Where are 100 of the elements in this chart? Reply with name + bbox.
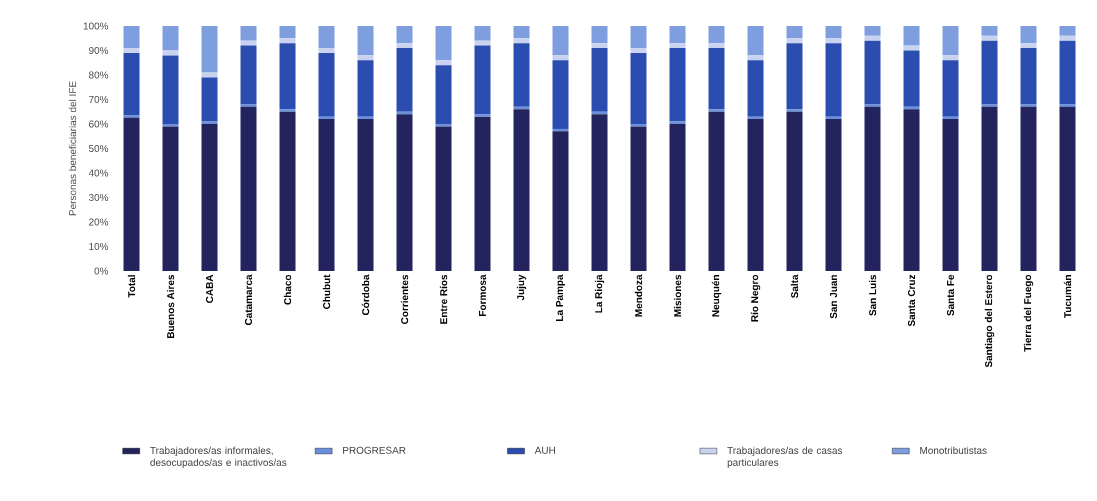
bar [786, 25, 803, 39]
legend-label: Trabajadores/as de casas particulares [727, 446, 843, 468]
x-tick-label: Santa Cruz [907, 274, 916, 327]
bar [279, 43, 296, 110]
x-tick-label: Tucumán [1063, 275, 1072, 318]
x-tick-label: Corrientes [400, 274, 409, 324]
bar [123, 117, 140, 271]
bar [123, 115, 140, 118]
bar [474, 25, 491, 41]
y-tick-label: 90% [89, 46, 109, 55]
bar [903, 25, 920, 46]
bar [630, 25, 647, 49]
y-tick-label: 70% [89, 95, 109, 104]
bar [474, 45, 491, 115]
bar [1059, 25, 1076, 36]
bar [162, 55, 179, 124]
bar [513, 109, 530, 271]
bar [396, 43, 413, 49]
bar [747, 60, 764, 117]
bar [162, 50, 179, 56]
bar [123, 48, 140, 53]
x-tick-label: Mendoza [634, 274, 643, 317]
bar [708, 111, 725, 271]
bar [708, 48, 725, 110]
bar [1059, 106, 1076, 271]
bar [357, 60, 374, 117]
bar [1059, 104, 1076, 107]
bar [981, 25, 998, 36]
bar [942, 55, 959, 61]
y-tick-label: 0% [94, 267, 109, 275]
bar [474, 114, 491, 117]
bar [864, 104, 881, 107]
bar [1059, 35, 1076, 41]
bar [318, 119, 335, 271]
bar [240, 40, 257, 46]
bar [552, 131, 569, 271]
bar [279, 38, 296, 44]
bar [903, 50, 920, 107]
bar [201, 77, 218, 122]
bar [1020, 48, 1037, 105]
y-tick-label: 20% [89, 218, 109, 226]
bar [240, 45, 257, 105]
x-tick-label: Chaco [283, 274, 292, 305]
bar [864, 35, 881, 41]
bar [591, 114, 608, 271]
bar [435, 126, 452, 271]
x-tick-label: Misiones [673, 274, 682, 317]
x-tick-label: Santiago del Estero [984, 274, 995, 368]
bar [318, 52, 335, 117]
bar [201, 25, 218, 73]
y-tick-label: 50% [88, 144, 109, 153]
x-tick-label: Tierra del Fuego [1023, 274, 1034, 352]
bar [1020, 43, 1037, 49]
y-tick-label: 30% [88, 193, 109, 202]
x-tick-label: Jujuy [516, 274, 527, 301]
x-tick-label: San Luis [868, 274, 877, 316]
bar [318, 48, 335, 53]
bar [357, 119, 374, 271]
bar [669, 123, 686, 271]
bar [396, 114, 413, 271]
legend-label: Monotributistas [920, 446, 987, 454]
x-tick-label: Formosa [479, 274, 486, 316]
bar [552, 60, 569, 129]
y-tick-label: 10% [89, 242, 109, 251]
bar [903, 109, 920, 271]
bar [981, 106, 998, 271]
x-tick-label: Entre Ríos [439, 274, 448, 324]
y-tick-label: 100% [83, 22, 109, 30]
bar [981, 104, 998, 107]
bar [279, 25, 296, 39]
bar [1059, 40, 1076, 105]
bar [162, 25, 179, 51]
bar [669, 25, 686, 44]
bar [864, 40, 881, 105]
x-tick-label: Buenos Aires [166, 274, 175, 339]
bar [435, 25, 452, 61]
x-tick-label: Santa Fe [946, 274, 955, 316]
bar [513, 25, 530, 39]
bar [474, 40, 491, 46]
bar [981, 35, 998, 41]
bar [786, 38, 803, 44]
bar [708, 25, 725, 44]
bar [1020, 104, 1037, 107]
y-axis-title: Personas beneficiarias del IFE [68, 81, 77, 216]
bar [435, 60, 452, 66]
y-tick-label: 40% [88, 169, 109, 177]
bar [396, 48, 413, 112]
bar [552, 55, 569, 61]
x-tick-label: Neuquén [711, 275, 722, 317]
bar [591, 48, 608, 112]
bar [591, 25, 608, 44]
bar [825, 25, 842, 39]
bar [162, 126, 179, 271]
bar [708, 43, 725, 49]
bar [747, 119, 764, 271]
bar [591, 43, 608, 49]
bar [123, 52, 140, 116]
bar [825, 119, 842, 271]
x-tick-label: Catamarca [244, 274, 253, 326]
bar [513, 43, 530, 107]
